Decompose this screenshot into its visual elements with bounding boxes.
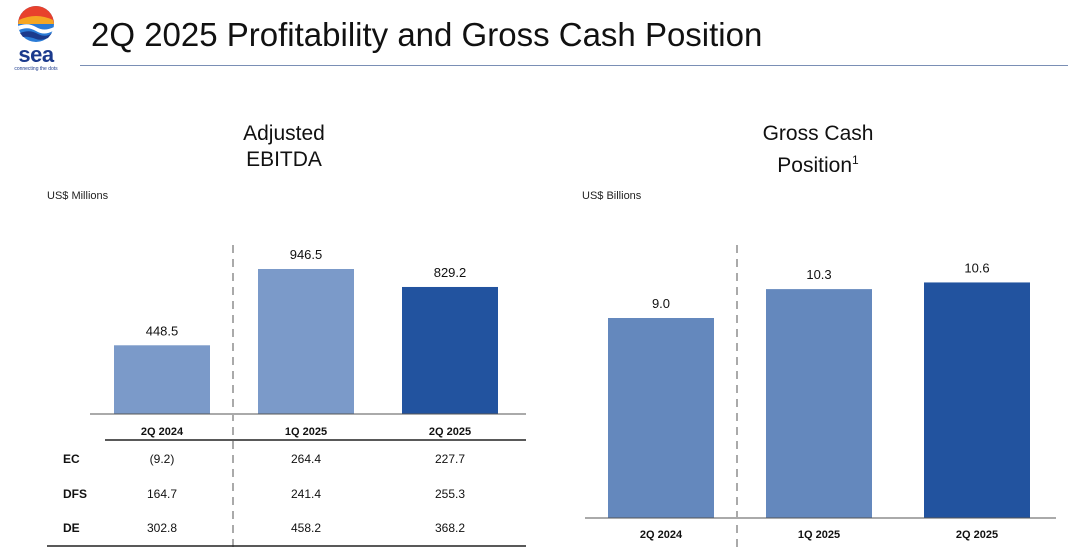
table-row-label: DFS [63, 487, 87, 501]
cash-category-label: 2Q 2025 [956, 529, 998, 541]
table-row-label: DE [63, 521, 80, 535]
table-row-label: EC [63, 452, 80, 466]
table-cell: 368.2 [435, 521, 465, 535]
cash-bar-value-label: 10.6 [964, 260, 989, 275]
table-cell: 458.2 [291, 521, 321, 535]
table-cell: 302.8 [147, 521, 177, 535]
ebitda-bar-value-label: 946.5 [290, 247, 323, 262]
ebitda-chart-title: Adjusted EBITDA [184, 121, 384, 173]
cash-title-line2: Position1 [718, 147, 918, 179]
table-cell: 241.4 [291, 487, 321, 501]
cash-bar [924, 282, 1030, 518]
table-cell: 255.3 [435, 487, 465, 501]
cash-bar-value-label: 10.3 [806, 267, 831, 282]
ebitda-bar [114, 345, 210, 414]
table-cell: 264.4 [291, 452, 321, 466]
ebitda-bar [402, 286, 498, 414]
ebitda-bar-value-label: 448.5 [146, 323, 179, 338]
cash-title-line1: Gross Cash [762, 122, 874, 145]
logo-tagline: connecting the dots [14, 66, 58, 72]
ebitda-category-label: 1Q 2025 [285, 426, 327, 438]
ebitda-category-label: 2Q 2025 [429, 426, 471, 438]
cash-category-label: 2Q 2024 [640, 529, 683, 541]
ebitda-bar [258, 269, 354, 414]
logo-wordmark: sea [18, 42, 54, 67]
cash-bar-value-label: 9.0 [652, 296, 670, 311]
table-cell: (9.2) [150, 452, 175, 466]
cash-title-line2-text: Position [777, 154, 853, 177]
logo-emblem-icon [18, 6, 54, 42]
table-cell: 164.7 [147, 487, 177, 501]
table-cell: 227.7 [435, 452, 465, 466]
title-divider [80, 65, 1068, 66]
page-title: 2Q 2025 Profitability and Gross Cash Pos… [91, 16, 763, 53]
cash-bar [608, 318, 714, 518]
cash-bar [766, 289, 872, 518]
sea-logo: sea connecting the dots [8, 4, 64, 78]
ebitda-category-label: 2Q 2024 [141, 426, 184, 438]
ebitda-title-line1: Adjusted [243, 122, 325, 145]
ebitda-unit-label: US$ Millions [47, 190, 109, 202]
cash-unit-label: US$ Billions [582, 190, 642, 202]
cash-chart-title: Gross Cash Position1 [718, 121, 918, 179]
ebitda-bar-value-label: 829.2 [434, 265, 467, 280]
cash-category-label: 1Q 2025 [798, 529, 840, 541]
cash-title-footnote-marker: 1 [852, 153, 859, 167]
ebitda-title-line2: EBITDA [246, 148, 322, 171]
